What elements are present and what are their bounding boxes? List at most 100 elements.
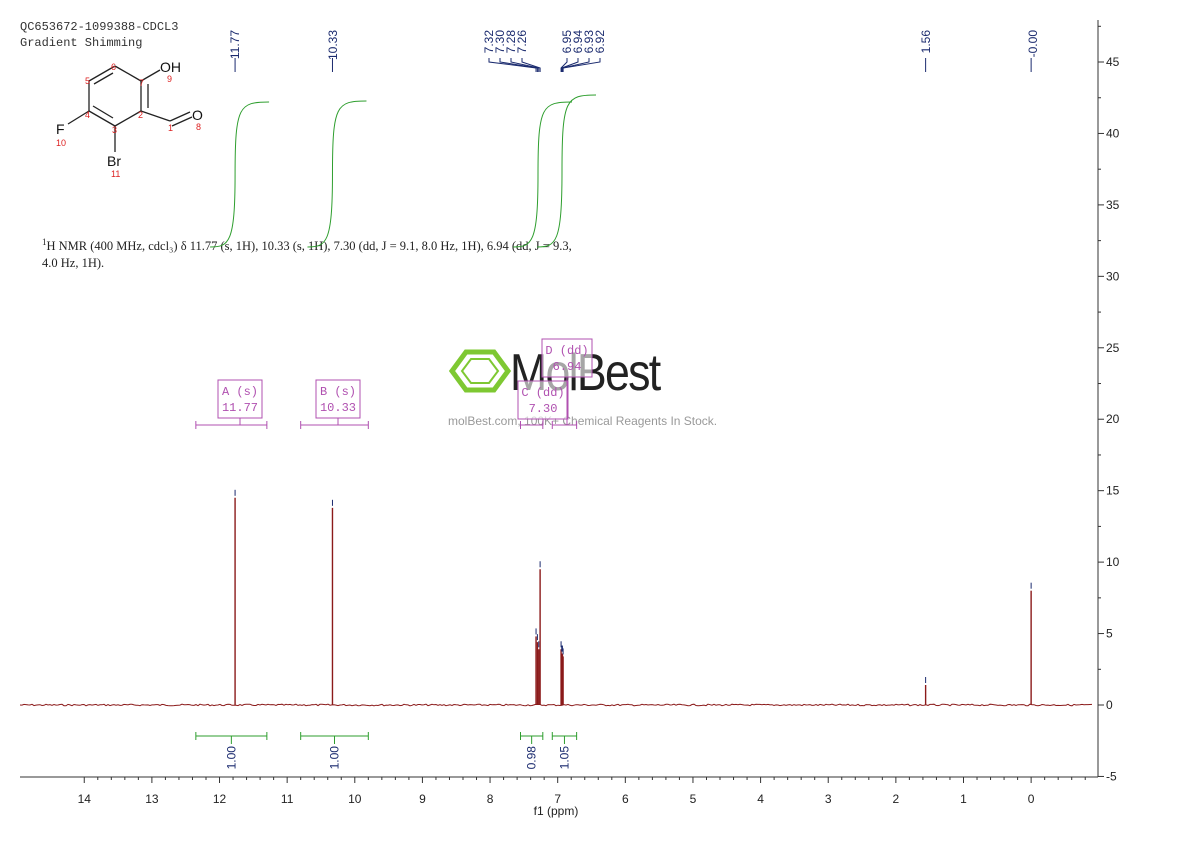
x-tick-label: 9	[419, 792, 426, 806]
y-tick-label: 5	[1106, 627, 1113, 641]
bond-5-6	[88, 65, 116, 82]
x-tick-label: 12	[213, 792, 227, 806]
multiplet-label: B (s)	[320, 385, 356, 399]
integral-value: 1.00	[327, 746, 341, 770]
peak-label-connector	[510, 58, 540, 72]
integral-curve	[512, 101, 573, 248]
y-tick-label: -5	[1106, 769, 1117, 783]
x-tick-label: 3	[825, 792, 832, 806]
ring-number-6: 6	[111, 62, 116, 72]
peak-label-connector	[488, 58, 537, 72]
bond-5-6-double	[93, 72, 114, 85]
integral-value: 0.98	[525, 746, 539, 770]
bond-3-4-double	[92, 105, 114, 119]
peak-label: 6.93	[582, 30, 596, 54]
peak-label-connector	[561, 58, 579, 72]
peak-label: -0.00	[1026, 30, 1040, 58]
bond-6-7	[114, 65, 142, 82]
peak-label: 6.94	[571, 30, 585, 54]
summary-text: H NMR (400 MHz, cdcl₃) δ 11.77 (s, 1H), …	[42, 239, 572, 271]
peak-label: 10.33	[326, 30, 340, 60]
x-tick-label: 10	[348, 792, 362, 806]
integral-curve	[536, 94, 597, 248]
x-tick-label: 0	[1028, 792, 1035, 806]
atom-number-9: 9	[167, 74, 172, 84]
watermark-logo-icon	[448, 349, 512, 393]
peak-label-connector	[499, 58, 538, 72]
peak-label: 7.28	[504, 30, 518, 54]
multiplet-shift: 11.77	[222, 401, 258, 415]
spectrum-baseline	[19, 703, 1093, 707]
x-tick-label: 11	[281, 792, 294, 806]
atom-oh: OH	[160, 59, 181, 75]
atom-number-10: 10	[56, 138, 66, 148]
peak-label: 7.30	[493, 30, 507, 54]
bond-3-4	[88, 110, 116, 127]
peak-label: 7.26	[515, 30, 529, 54]
x-tick-label: 13	[145, 792, 159, 806]
ring-number-5: 5	[85, 76, 90, 86]
ring-number-7: 7	[139, 78, 144, 88]
multiplet-label: A (s)	[222, 385, 258, 399]
atom-f: F	[56, 121, 65, 137]
y-tick-label: 15	[1106, 484, 1120, 498]
atom-number-11: 11	[111, 169, 120, 179]
ring-number-4: 4	[85, 110, 90, 120]
peak-label: 6.92	[593, 30, 607, 54]
integral-curve	[210, 101, 270, 248]
x-axis-ticks: 14 13 12 11 10 9 8 7 6 5 4 3 2 1 0	[78, 777, 1086, 806]
x-tick-label: 6	[622, 792, 629, 806]
y-tick-label: 0	[1106, 698, 1113, 712]
multiplet-label: D (dd)	[545, 344, 588, 358]
bond-2-3	[114, 110, 142, 127]
integral-value: 1.05	[557, 746, 571, 770]
x-tick-label: 1	[960, 792, 967, 806]
y-tick-label: 35	[1106, 198, 1120, 212]
peak-label: 1.56	[919, 30, 933, 54]
multiplet-shift: 6.94	[553, 360, 582, 374]
multiplet-box	[315, 379, 361, 419]
watermark-tagline: molBest.com, 100K+ Chemical Reagents In …	[448, 414, 718, 428]
bond-1-o	[169, 111, 191, 122]
peak-labels: 11.77 10.33 7.327.307.287.26 6.956.946.936.…	[228, 30, 1040, 72]
y-axis-ticks: 0 5 10 15 20 25 30 35 40 45 -5	[1098, 25, 1120, 783]
atom-o: O	[192, 107, 203, 123]
x-tick-label: 5	[690, 792, 697, 806]
ring-number-1: 1	[168, 123, 173, 133]
axes	[20, 20, 1099, 778]
peak-label: 7.32	[482, 30, 496, 54]
multiplet-box	[541, 338, 593, 378]
peak-label: 6.95	[560, 30, 574, 54]
peak-label-connector	[560, 58, 568, 72]
y-tick-label: 45	[1106, 55, 1120, 69]
x-tick-label: 2	[893, 792, 900, 806]
peak-label-connector	[521, 58, 541, 72]
atom-number-8: 8	[196, 122, 201, 132]
bond-2-1	[140, 110, 171, 122]
atom-br: Br	[107, 153, 121, 169]
bond-4-f	[67, 110, 90, 125]
integral-value: 1.00	[224, 746, 238, 770]
x-axis-label: f1 (ppm)	[534, 804, 579, 818]
summary-superscript: 1	[42, 237, 47, 247]
y-tick-label: 25	[1106, 341, 1120, 355]
multiplet-boxes: A (s) 11.77 B (s) 10.33 C (dd) 7.30 D (dd) 6.94	[195, 338, 593, 429]
integral-curves: 1.00 1.00 0.98 1.05	[195, 94, 597, 770]
peak-label: 11.77	[228, 30, 242, 59]
integral-curve	[307, 100, 367, 248]
molecule-structure	[67, 65, 193, 152]
x-tick-label: 7	[554, 792, 561, 806]
y-tick-label: 10	[1106, 555, 1120, 569]
nmr-summary: 1H NMR (400 MHz, cdcl₃) δ 11.77 (s, 1H),…	[42, 234, 587, 272]
x-tick-label: 4	[757, 792, 764, 806]
y-tick-label: 30	[1106, 269, 1120, 283]
bond-1-o-double	[171, 116, 193, 127]
x-tick-label: 8	[487, 792, 494, 806]
ring-number-3: 3	[112, 125, 117, 135]
y-tick-label: 20	[1106, 412, 1120, 426]
method-label: Gradient Shimming	[20, 36, 143, 50]
peak-label-connector	[561, 58, 590, 72]
sample-id: QC653672-1099388-CDCL3	[20, 20, 179, 34]
y-tick-label: 40	[1106, 126, 1120, 140]
